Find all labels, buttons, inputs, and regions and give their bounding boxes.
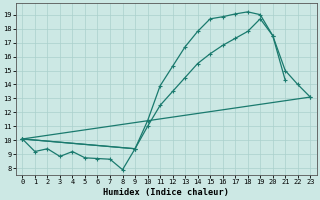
X-axis label: Humidex (Indice chaleur): Humidex (Indice chaleur) <box>103 188 229 197</box>
